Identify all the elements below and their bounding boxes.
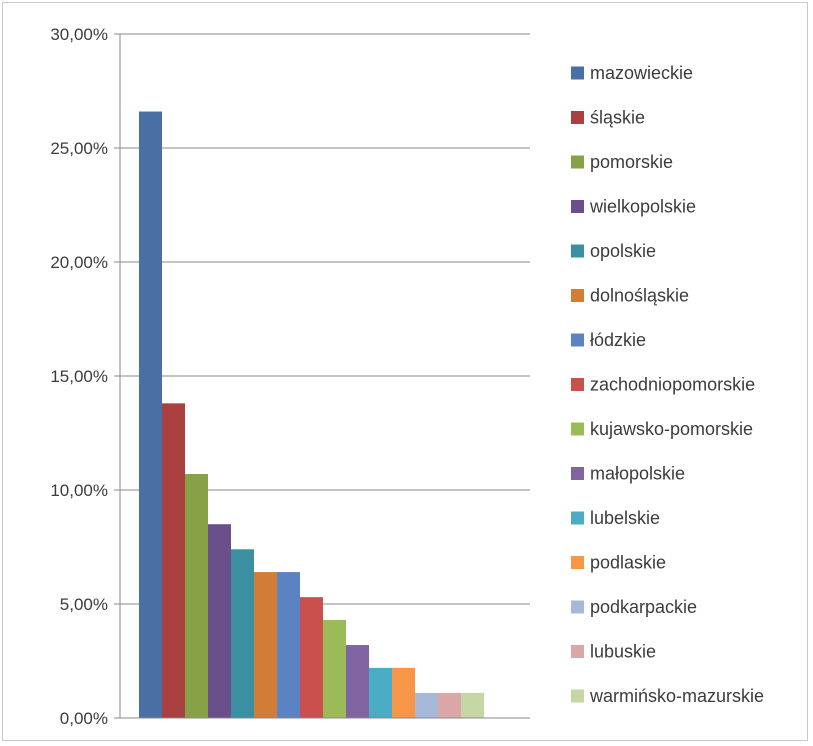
bar-13	[438, 692, 461, 718]
legend-swatch	[571, 556, 584, 569]
legend-label: małopolskie	[590, 464, 685, 484]
y-tick-label: 30,00%	[50, 25, 108, 44]
legend-swatch	[571, 289, 584, 302]
axes	[119, 34, 530, 719]
legend-swatch	[571, 689, 584, 703]
legend-swatch	[571, 422, 584, 436]
legend-label: zachodniopomorskie	[590, 375, 755, 395]
bar-7	[300, 597, 323, 718]
y-tick-label: 10,00%	[50, 481, 108, 500]
bar-6	[277, 572, 300, 718]
y-tick-label: 5,00%	[60, 595, 108, 614]
legend-swatch	[571, 244, 584, 258]
bar-11	[392, 667, 415, 718]
legend-label: kujawsko-pomorskie	[590, 419, 753, 439]
legend-swatch	[571, 66, 584, 80]
legend-label: śląskie	[590, 108, 645, 128]
legend-label: łódzkie	[590, 330, 646, 350]
bar-9	[346, 645, 369, 718]
bar-12	[415, 692, 438, 718]
bar-3	[208, 524, 231, 718]
legend-label: dolnośląskie	[590, 286, 689, 306]
bar-2	[185, 474, 208, 718]
legend-swatch	[571, 378, 584, 391]
legend-label: podlaskie	[590, 553, 666, 573]
legend-label: pomorskie	[590, 152, 673, 172]
legend-swatch	[571, 511, 584, 525]
legend: mazowieckie śląskie pomorskie wielkopolskie…	[571, 63, 764, 706]
bar-4	[231, 549, 254, 718]
bar-1	[162, 403, 185, 718]
y-tick-label: 0,00%	[60, 709, 108, 728]
legend-label: mazowieckie	[590, 63, 693, 83]
bars	[139, 111, 484, 718]
y-tick-label: 15,00%	[50, 367, 108, 386]
legend-swatch	[571, 600, 584, 614]
legend-label: warmińsko-mazurskie	[589, 686, 764, 706]
legend-label: wielkopolskie	[589, 197, 696, 217]
legend-swatch	[571, 467, 584, 480]
legend-swatch	[571, 111, 584, 124]
bar-8	[323, 619, 346, 718]
bar-0	[139, 111, 162, 718]
legend-label: lubuskie	[590, 642, 656, 662]
legend-label: opolskie	[590, 241, 656, 261]
legend-swatch	[571, 155, 584, 169]
bar-5	[254, 572, 277, 718]
y-axis-tick-labels: 0,00% 5,00% 10,00% 15,00% 20,00% 25,00% 30,00%	[50, 25, 108, 728]
y-tick-label: 25,00%	[50, 139, 108, 158]
bar-14	[461, 692, 484, 718]
legend-swatch	[571, 645, 584, 658]
legend-swatch	[571, 200, 584, 213]
y-tick-label: 20,00%	[50, 253, 108, 272]
legend-label: podkarpackie	[590, 597, 697, 617]
legend-swatch	[571, 333, 584, 347]
bar-10	[369, 667, 392, 718]
legend-label: lubelskie	[590, 508, 660, 528]
